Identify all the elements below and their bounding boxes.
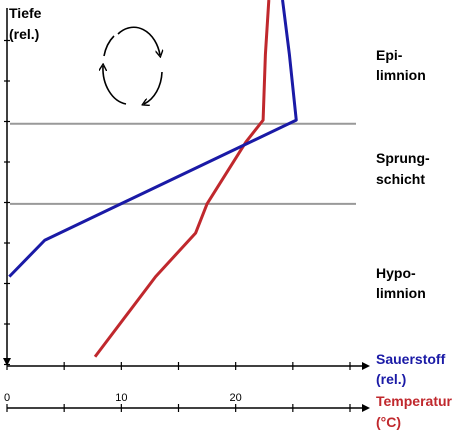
y-axis-ticks [4, 39, 10, 366]
layer-label-hypo-line1: Hypo- [376, 265, 416, 281]
temperature-series-line [93, 0, 271, 358]
layer-label-epi-line2: limnion [376, 67, 426, 83]
temperature-axis-ticks: 0 10 20 [4, 392, 351, 412]
layer-label-hypo-line2: limnion [376, 285, 426, 301]
y-axis-label-line2: (rel.) [9, 26, 39, 42]
oxygen-axis-label-line1: Sauerstoff [376, 351, 446, 367]
temperature-tick-label: 0 [4, 392, 10, 404]
y-axis-label-line1: Tiefe [9, 5, 42, 21]
layer-label-sprung-line2: schicht [376, 171, 425, 187]
oxygen-axis-label-line2: (rel.) [376, 371, 406, 387]
temperature-axis-label-line2: (°C) [376, 414, 401, 430]
layer-label-epi-line1: Epi- [376, 47, 403, 63]
layer-label-sprung-line1: Sprung- [376, 150, 430, 166]
layer-boundaries [10, 122, 356, 205]
oxygen-axis-ticks [6, 362, 351, 370]
temperature-tick-label: 20 [230, 392, 242, 404]
circulation-arrows-icon [103, 26, 162, 104]
temperature-tick-label: 10 [115, 392, 127, 404]
temperature-axis-label-line1: Temperatur [376, 393, 453, 409]
oxygen-series-line [8, 0, 298, 278]
